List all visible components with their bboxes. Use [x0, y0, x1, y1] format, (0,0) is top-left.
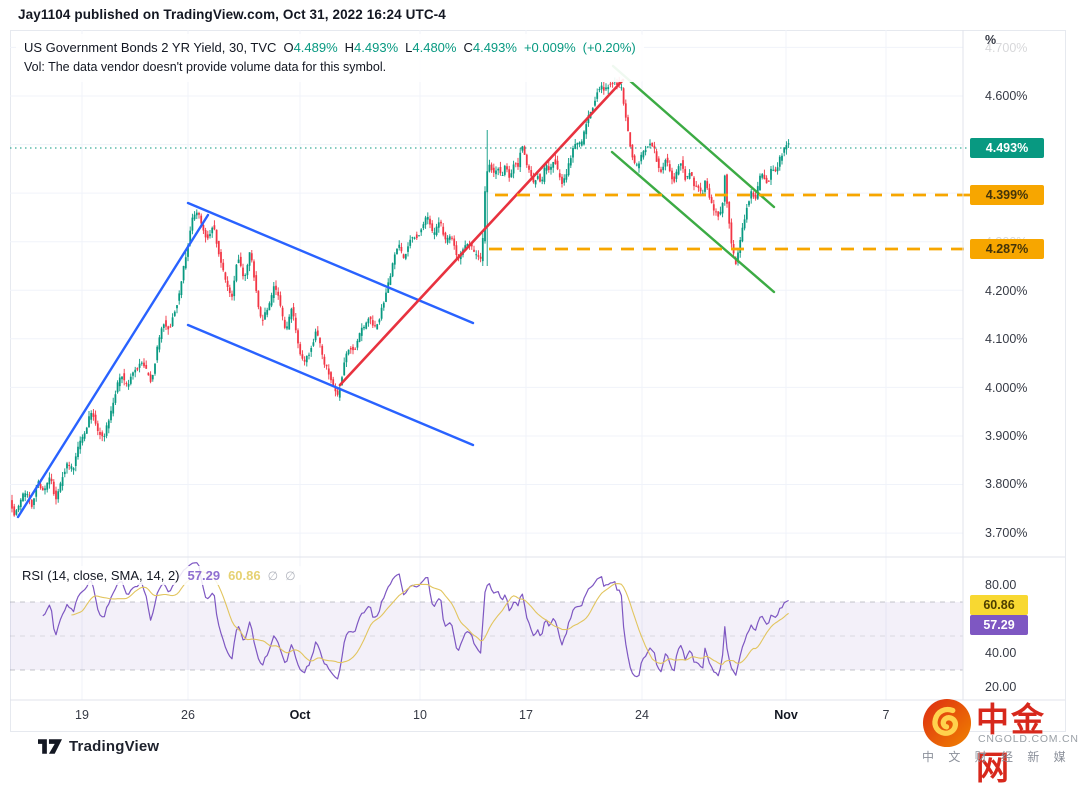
rsi-band	[10, 602, 963, 670]
price-label-3900: 3.900%	[985, 429, 1028, 443]
chart-frame	[10, 30, 1066, 732]
ohlc-o: O4.489%	[283, 40, 338, 55]
price-label-4600: 4.600%	[985, 89, 1028, 103]
cngold-logo: 中金网 CNGOLD.COM.CN 中 文 财 经 新 媒 体	[920, 697, 1080, 786]
rsi-label-2000: 20.00	[985, 680, 1017, 694]
time-label-7: 7	[882, 708, 890, 722]
ohlc-values: O4.489% H4.493% L4.480% C4.493%	[276, 40, 517, 55]
cngold-logo-icon	[922, 698, 972, 748]
time-label-19: 19	[75, 708, 89, 722]
price-label-4100: 4.100%	[985, 332, 1028, 346]
rsi-badge-5729: 57.29	[970, 615, 1028, 635]
price-label-3800: 3.800%	[985, 477, 1028, 491]
cngold-tagline: 中 文 财 经 新 媒 体	[922, 750, 1080, 764]
price-badge-4287: 4.287%	[970, 239, 1044, 259]
rsi-ma-value: 60.86	[228, 568, 261, 583]
symbol-legend: US Government Bonds 2 YR Yield, 30, TVC O…	[16, 34, 644, 82]
volume-note: Vol: The data vendor doesn't provide vol…	[24, 60, 387, 75]
rsi-label-4000: 40.00	[985, 646, 1017, 660]
candle-bodies-down	[11, 80, 777, 516]
no-data-icon[interactable]: ∅	[267, 569, 279, 583]
tradingview-logo-icon	[38, 739, 62, 754]
ohlc-c: C4.493%	[463, 40, 517, 55]
blue-channel-lower[interactable]	[186, 323, 475, 447]
blue-ascending-line[interactable]	[16, 213, 210, 519]
rsi-line	[42, 562, 789, 680]
time-label-24: 24	[635, 708, 649, 722]
rsi-label-8000: 80.00	[985, 578, 1017, 592]
change-value: +0.009%	[523, 40, 576, 55]
blue-channel-upper[interactable]	[186, 201, 475, 325]
price-chart-plot[interactable]	[10, 30, 1066, 732]
no-data-icon[interactable]: ∅	[285, 569, 296, 583]
tradingview-label: TradingView	[69, 738, 160, 755]
rsi-value: 57.29	[187, 568, 221, 583]
candle-bodies-up	[15, 81, 790, 515]
time-label-oct: Oct	[289, 708, 311, 722]
time-label-26: 26	[181, 708, 195, 722]
price-label-3700: 3.700%	[985, 526, 1028, 540]
time-label-17: 17	[519, 708, 533, 722]
rsi-title[interactable]: RSI (14, close, SMA, 14, 2)	[22, 568, 180, 583]
green-channel-lower[interactable]	[610, 150, 776, 294]
price-badge-4493: 4.493%	[970, 138, 1044, 158]
green-channel-upper[interactable]	[611, 64, 776, 209]
red-trend-line[interactable]	[338, 78, 625, 387]
time-label-10: 10	[413, 708, 427, 722]
tradingview-attribution[interactable]: TradingView	[38, 738, 159, 755]
price-label-4000: 4.000%	[985, 381, 1028, 395]
rsi-badge-6086: 60.86	[970, 595, 1028, 615]
price-label-4700: 4.700%	[985, 41, 1028, 55]
ohlc-l: L4.480%	[405, 40, 457, 55]
cngold-domain: CNGOLD.COM.CN	[978, 733, 1079, 745]
change-percent: (+0.20%)	[582, 40, 636, 55]
published-byline: Jay1104 published on TradingView.com, Oc…	[18, 7, 446, 22]
symbol-title[interactable]: US Government Bonds 2 YR Yield, 30, TVC	[24, 40, 277, 55]
candle-wicks-down	[11, 76, 776, 517]
price-badge-4399: 4.399%	[970, 185, 1044, 205]
ohlc-h: H4.493%	[344, 40, 399, 55]
price-axis-unit: %	[985, 33, 997, 47]
candle-wicks-up	[15, 77, 790, 516]
rsi-legend: RSI (14, close, SMA, 14, 2) 57.29 60.86 ∅ ∅	[16, 566, 302, 585]
time-label-nov: Nov	[774, 708, 798, 722]
price-label-4200: 4.200%	[985, 284, 1028, 298]
